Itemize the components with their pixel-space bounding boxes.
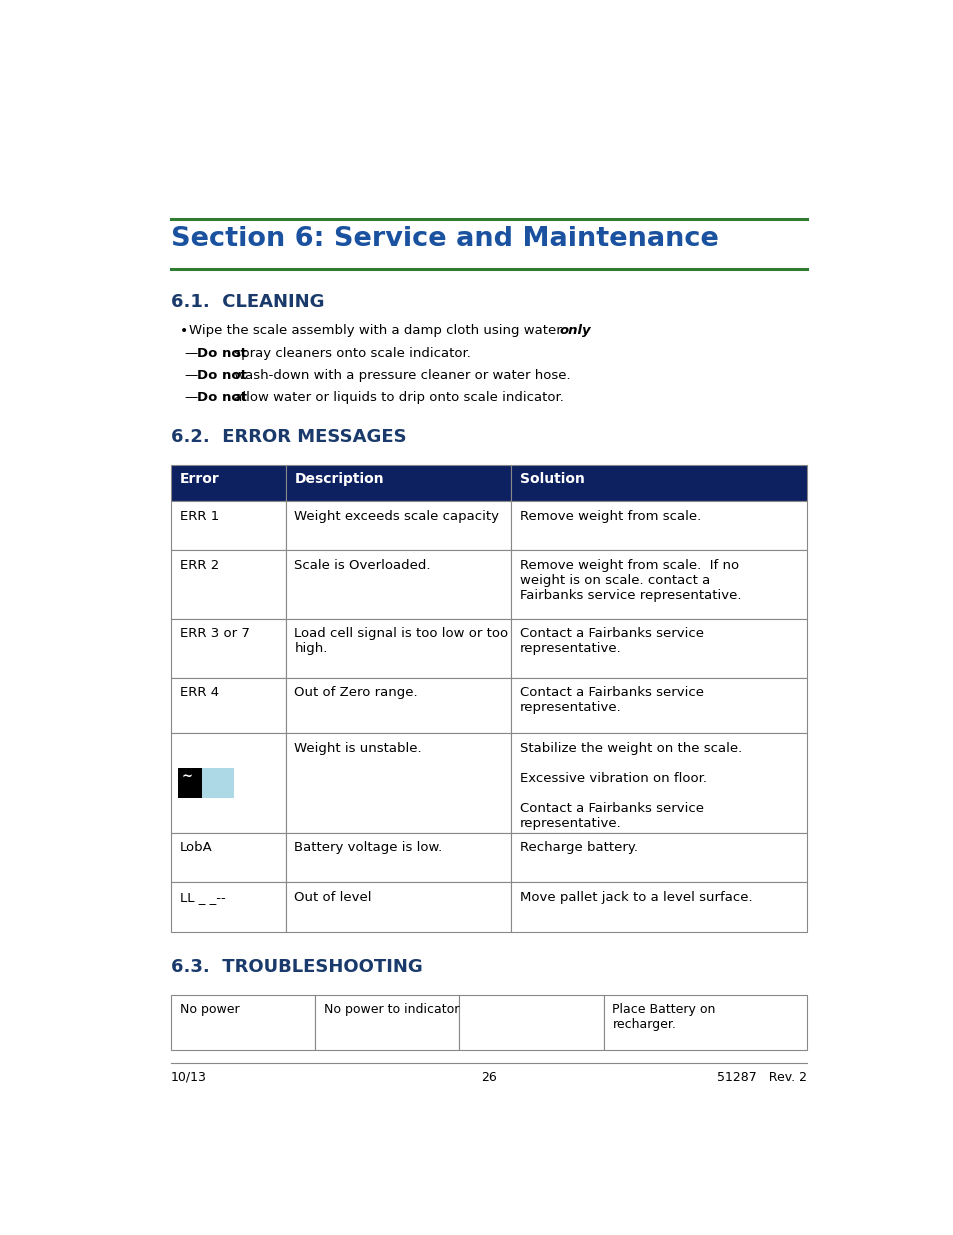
Bar	[171, 551, 285, 619]
Bar	[171, 734, 285, 832]
Text: Stabilize the weight on the scale.

Excessive vibration on floor.

Contact a Fai: Stabilize the weight on the scale. Exces…	[519, 741, 741, 830]
Text: ERR 1: ERR 1	[180, 510, 219, 522]
Bar	[511, 501, 806, 551]
Text: Description: Description	[294, 472, 384, 485]
Text: Section 6: Service and Maintenance: Section 6: Service and Maintenance	[171, 226, 719, 252]
Text: Battery voltage is low.: Battery voltage is low.	[294, 841, 442, 855]
Text: •: •	[180, 324, 188, 338]
Bar	[511, 882, 806, 931]
Bar	[178, 768, 201, 798]
Bar	[314, 994, 459, 1050]
Text: Contact a Fairbanks service
representative.: Contact a Fairbanks service representati…	[519, 687, 703, 714]
Text: Do not: Do not	[196, 347, 247, 359]
Bar	[511, 678, 806, 734]
Text: Place Battery on
recharger.: Place Battery on recharger.	[612, 1003, 715, 1031]
Text: No power: No power	[180, 1003, 239, 1016]
Bar	[171, 882, 285, 931]
Text: 51287   Rev. 2: 51287 Rev. 2	[716, 1071, 806, 1083]
Bar	[285, 882, 511, 931]
Text: 6.2.  ERROR MESSAGES: 6.2. ERROR MESSAGES	[171, 427, 406, 446]
Text: 6.3.  TROUBLESHOOTING: 6.3. TROUBLESHOOTING	[171, 958, 422, 977]
Text: Remove weight from scale.: Remove weight from scale.	[519, 510, 700, 522]
Bar	[285, 678, 511, 734]
Text: Error: Error	[180, 472, 219, 485]
Bar	[285, 734, 511, 832]
Text: ERR 3 or 7: ERR 3 or 7	[180, 627, 250, 641]
Bar	[511, 734, 806, 832]
Text: Weight exceeds scale capacity: Weight exceeds scale capacity	[294, 510, 499, 522]
Text: —: —	[184, 369, 197, 382]
Bar	[171, 994, 314, 1050]
Text: Contact a Fairbanks service
representative.: Contact a Fairbanks service representati…	[519, 627, 703, 656]
Bar	[511, 619, 806, 678]
Text: Weight is unstable.: Weight is unstable.	[294, 741, 421, 755]
Bar	[511, 551, 806, 619]
Bar	[285, 551, 511, 619]
Bar	[201, 768, 233, 798]
Text: allow water or liquids to drip onto scale indicator.: allow water or liquids to drip onto scal…	[230, 390, 563, 404]
Text: only: only	[559, 324, 591, 337]
Text: LL _ _--: LL _ _--	[180, 890, 226, 904]
Text: Do not: Do not	[196, 390, 247, 404]
Text: ERR 2: ERR 2	[180, 559, 219, 572]
Text: ~: ~	[181, 769, 193, 783]
Text: No power to indicator: No power to indicator	[324, 1003, 459, 1016]
Text: 26: 26	[480, 1071, 497, 1083]
Bar	[171, 832, 285, 882]
Text: —: —	[184, 347, 197, 359]
Text: Load cell signal is too low or too
high.: Load cell signal is too low or too high.	[294, 627, 508, 656]
Text: ERR 4: ERR 4	[180, 687, 219, 699]
Text: Out of level: Out of level	[294, 890, 372, 904]
Text: Move pallet jack to a level surface.: Move pallet jack to a level surface.	[519, 890, 752, 904]
Bar	[171, 464, 285, 501]
Text: Recharge battery.: Recharge battery.	[519, 841, 638, 855]
Bar	[171, 678, 285, 734]
Bar	[511, 464, 806, 501]
Text: Remove weight from scale.  If no
weight is on scale. contact a
Fairbanks service: Remove weight from scale. If no weight i…	[519, 559, 740, 601]
Text: Scale is Overloaded.: Scale is Overloaded.	[294, 559, 431, 572]
Text: —: —	[184, 390, 197, 404]
Bar	[171, 501, 285, 551]
Text: wash-down with a pressure cleaner or water hose.: wash-down with a pressure cleaner or wat…	[230, 369, 570, 382]
Text: Wipe the scale assembly with a damp cloth using water: Wipe the scale assembly with a damp clot…	[190, 324, 566, 337]
Bar	[603, 994, 806, 1050]
Text: 6.1.  CLEANING: 6.1. CLEANING	[171, 293, 324, 311]
Text: spray cleaners onto scale indicator.: spray cleaners onto scale indicator.	[230, 347, 471, 359]
Bar	[285, 619, 511, 678]
Text: Do not: Do not	[196, 369, 247, 382]
Text: LobA: LobA	[180, 841, 213, 855]
Bar	[285, 832, 511, 882]
Bar	[511, 832, 806, 882]
Bar	[459, 994, 603, 1050]
Text: .: .	[582, 324, 586, 337]
Text: Solution: Solution	[519, 472, 584, 485]
Bar	[285, 501, 511, 551]
Text: 10/13: 10/13	[171, 1071, 207, 1083]
Bar	[171, 619, 285, 678]
Text: Out of Zero range.: Out of Zero range.	[294, 687, 417, 699]
Bar	[285, 464, 511, 501]
